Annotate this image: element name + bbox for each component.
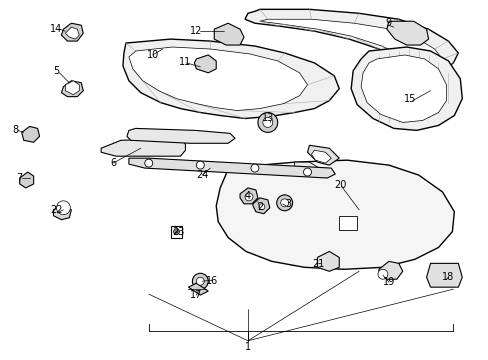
Text: 23: 23 bbox=[172, 226, 184, 237]
Circle shape bbox=[377, 269, 387, 279]
Polygon shape bbox=[170, 226, 182, 238]
Text: 22: 22 bbox=[50, 205, 62, 215]
Text: 21: 21 bbox=[312, 259, 324, 269]
Text: 4: 4 bbox=[244, 191, 250, 201]
Polygon shape bbox=[127, 129, 235, 143]
Circle shape bbox=[280, 199, 288, 207]
Circle shape bbox=[244, 193, 252, 201]
Polygon shape bbox=[240, 188, 257, 204]
Polygon shape bbox=[53, 206, 71, 220]
Text: 13: 13 bbox=[261, 113, 273, 123]
Text: 24: 24 bbox=[196, 170, 208, 180]
Circle shape bbox=[250, 164, 258, 172]
Bar bbox=[339, 216, 356, 230]
Polygon shape bbox=[426, 264, 461, 287]
Polygon shape bbox=[61, 23, 83, 41]
Circle shape bbox=[144, 159, 152, 167]
Circle shape bbox=[257, 113, 277, 132]
Text: 2: 2 bbox=[256, 202, 263, 212]
Circle shape bbox=[192, 273, 208, 289]
Text: 20: 20 bbox=[333, 180, 346, 190]
Text: 7: 7 bbox=[17, 173, 23, 183]
Polygon shape bbox=[386, 21, 427, 45]
Polygon shape bbox=[65, 27, 79, 39]
Polygon shape bbox=[20, 172, 34, 188]
Polygon shape bbox=[188, 283, 208, 295]
Polygon shape bbox=[360, 55, 446, 122]
Polygon shape bbox=[317, 251, 339, 271]
Polygon shape bbox=[61, 81, 83, 96]
Text: 19: 19 bbox=[382, 277, 394, 287]
Polygon shape bbox=[101, 138, 185, 156]
Polygon shape bbox=[194, 55, 216, 73]
Circle shape bbox=[173, 229, 179, 235]
Text: 17: 17 bbox=[190, 290, 202, 300]
Circle shape bbox=[196, 161, 204, 169]
Text: 9: 9 bbox=[385, 18, 391, 28]
Circle shape bbox=[56, 201, 70, 215]
Text: 18: 18 bbox=[441, 272, 454, 282]
Text: 10: 10 bbox=[146, 50, 159, 60]
Polygon shape bbox=[21, 126, 40, 142]
Text: 16: 16 bbox=[206, 276, 218, 286]
Circle shape bbox=[303, 168, 311, 176]
Polygon shape bbox=[350, 47, 461, 130]
Text: 5: 5 bbox=[53, 66, 60, 76]
Text: 12: 12 bbox=[190, 26, 202, 36]
Text: 1: 1 bbox=[244, 342, 250, 352]
Polygon shape bbox=[294, 162, 319, 175]
Polygon shape bbox=[129, 47, 307, 111]
Polygon shape bbox=[259, 19, 442, 69]
Circle shape bbox=[196, 277, 204, 285]
Polygon shape bbox=[122, 39, 339, 118]
Polygon shape bbox=[244, 9, 457, 73]
Text: 6: 6 bbox=[110, 158, 116, 168]
Text: 15: 15 bbox=[403, 94, 415, 104]
Text: 8: 8 bbox=[13, 125, 19, 135]
Polygon shape bbox=[252, 198, 269, 214]
Polygon shape bbox=[311, 150, 331, 163]
Text: 11: 11 bbox=[179, 57, 191, 67]
Polygon shape bbox=[307, 145, 339, 165]
Circle shape bbox=[258, 204, 264, 210]
Text: 14: 14 bbox=[50, 24, 62, 34]
Circle shape bbox=[263, 117, 272, 127]
Polygon shape bbox=[65, 81, 79, 95]
Polygon shape bbox=[216, 160, 453, 269]
Polygon shape bbox=[214, 23, 244, 45]
Circle shape bbox=[276, 195, 292, 211]
Polygon shape bbox=[129, 158, 335, 178]
Polygon shape bbox=[378, 261, 402, 279]
Text: 3: 3 bbox=[285, 199, 291, 209]
